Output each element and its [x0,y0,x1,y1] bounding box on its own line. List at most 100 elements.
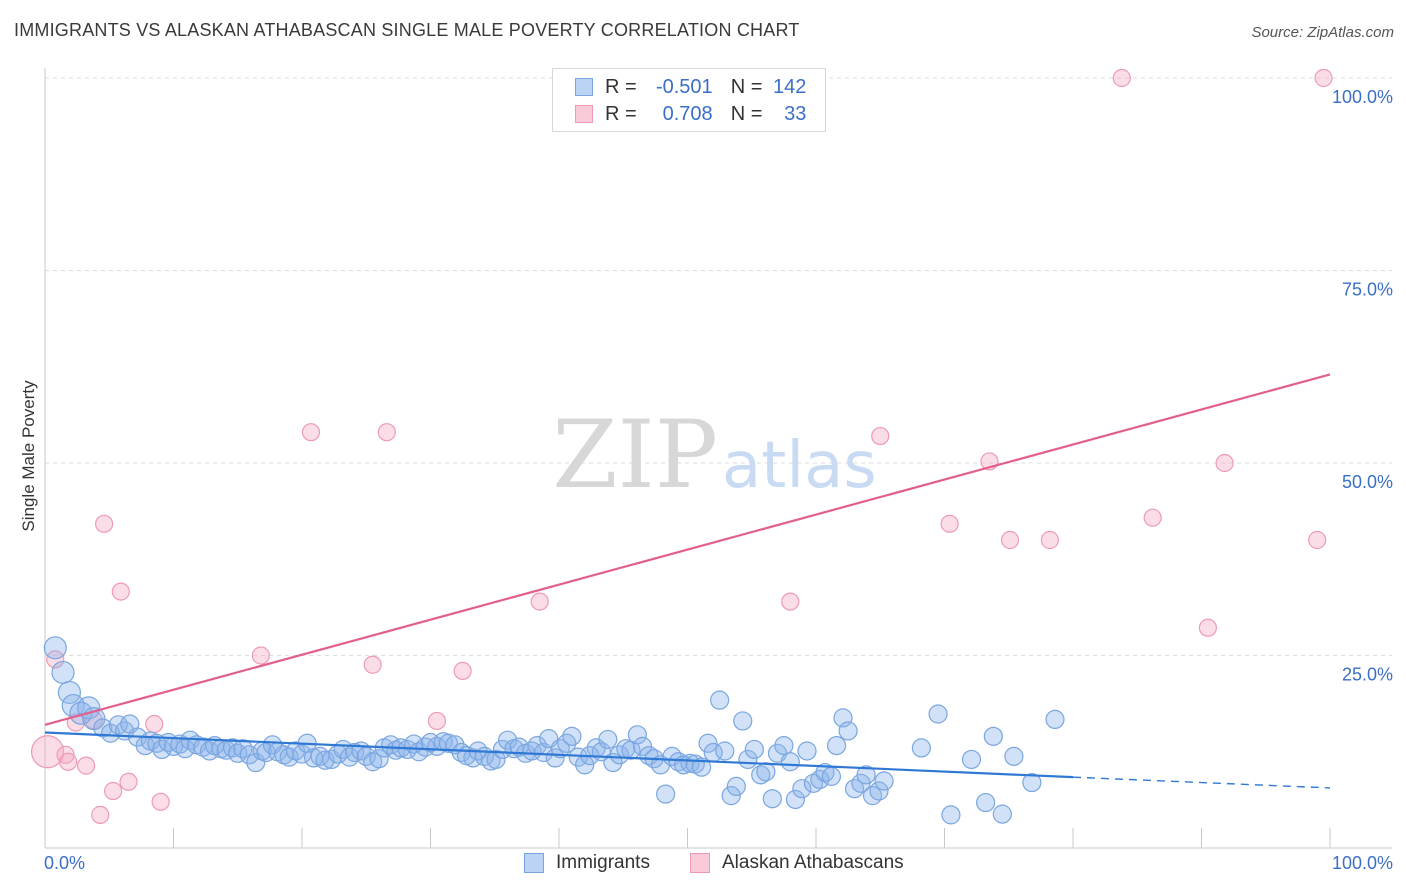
athabascan-point [91,805,110,824]
athabascan-point [1112,68,1131,88]
immigrant-point [223,738,243,758]
immigrants-trend-line [44,731,1074,779]
immigrant-point [680,753,700,773]
immigrant-point [698,733,718,753]
athabascans-legend-label: Alaskan Athabascans [722,852,904,873]
immigrant-point [550,739,570,759]
immigrant-point [961,749,982,770]
immigrant-point [874,771,894,791]
immigrant-point [911,738,931,758]
immigrant-point [762,789,782,809]
athabascans-swatch [575,105,593,123]
immigrant-point [983,726,1003,746]
immigrant-point [486,749,506,770]
y-tick-label: 75.0% [1342,280,1393,300]
athabascans-r-value: 0.708 [662,102,713,125]
immigrant-point [751,765,771,785]
athabascan-point [1000,530,1020,550]
athabascan-point [301,423,321,442]
athabascans-legend-swatch [690,853,710,873]
athabascan-point [1143,508,1162,527]
immigrant-point [792,779,812,799]
athabascan-point [1215,453,1234,473]
immigrant-point [438,733,459,753]
gridlines [45,77,1392,656]
x-tick-label: 0.0% [44,853,85,873]
immigrant-point [976,792,996,813]
athabascan-point [151,792,170,811]
athabascan-points [30,68,1333,824]
r-label: R = [605,75,637,98]
y-tick-label: 50.0% [1342,472,1393,492]
athabascans-n-value: 33 [784,102,807,125]
axes [44,68,1392,849]
legend-item-immigrants: Immigrants [524,852,650,874]
immigrant-point [756,762,776,782]
immigrant-point [780,752,800,772]
immigrant-point [844,779,865,799]
watermark-zip: ZIP [552,401,718,510]
immigrant-point [821,766,842,786]
immigrant-point [451,742,471,763]
immigrant-point [369,749,389,769]
immigrant-points [43,636,1065,825]
athabascan-point [104,781,123,801]
immigrants-trend-extension [1072,776,1331,789]
immigrant-point [826,735,847,756]
athabascan-point [530,592,549,611]
immigrant-point [345,742,365,763]
immigrant-point [43,636,67,660]
immigrant-point [1045,709,1065,730]
n-label: N = [730,102,763,125]
chart-title: IMMIGRANTS VS ALASKAN ATHABASCAN SINGLE … [14,20,800,40]
athabascan-point [30,735,65,769]
source-attribution: Source: ZipAtlas.com [1251,24,1394,41]
athabascan-point [363,655,382,674]
immigrant-point [785,789,806,810]
immigrant-point [941,805,961,825]
athabascan-point [56,745,75,764]
immigrant-point [928,704,948,724]
legend-item-athabascans: Alaskan Athabascans [690,852,904,874]
immigrant-point [869,781,889,801]
y-tick-label: 25.0% [1342,665,1393,685]
athabascans-trend-line [44,373,1331,726]
athabascan-point [59,752,78,771]
immigrants-n-value: 142 [773,75,807,98]
stats-legend: R = -0.501 N = 142 R = 0.708 N = 33 [552,68,826,132]
immigrants-r-value: -0.501 [655,75,713,98]
immigrant-point [992,804,1012,824]
athabascan-point [781,592,800,611]
y-tick-label: 100.0% [1332,87,1393,107]
immigrant-point [692,757,712,777]
n-label: N = [730,75,763,98]
x-tick-label: 100.0% [1332,853,1393,873]
immigrant-point [627,725,647,745]
athabascan-point [1040,530,1059,550]
athabascan-point [1308,530,1327,550]
immigrant-point [774,735,794,756]
athabascan-point [145,714,164,734]
y-axis-label: Single Male Poverty [19,380,38,532]
immigrant-point [562,726,582,746]
immigrant-point [744,739,764,760]
stats-row-athabascans: R = 0.708 N = 33 [575,102,806,126]
immigrant-point [710,690,730,710]
immigrant-point [57,680,82,705]
athabascan-point [427,711,447,731]
athabascan-point [251,646,270,665]
athabascan-point [377,423,396,442]
stats-row-immigrants: R = -0.501 N = 142 [575,75,806,99]
immigrant-point [856,765,876,785]
immigrant-point [51,660,75,685]
tick-labels: 25.0% 50.0% 75.0% 100.0% 0.0% 100.0% [44,87,1393,873]
immigrant-point [246,752,266,773]
athabascan-point [111,582,130,601]
athabascan-point [453,661,472,681]
immigrant-point [1022,772,1042,793]
immigrants-legend-label: Immigrants [556,852,650,873]
immigrants-legend-swatch [524,853,544,873]
athabascan-point [95,514,114,533]
athabascan-point [940,514,959,533]
immigrant-point [239,745,259,765]
